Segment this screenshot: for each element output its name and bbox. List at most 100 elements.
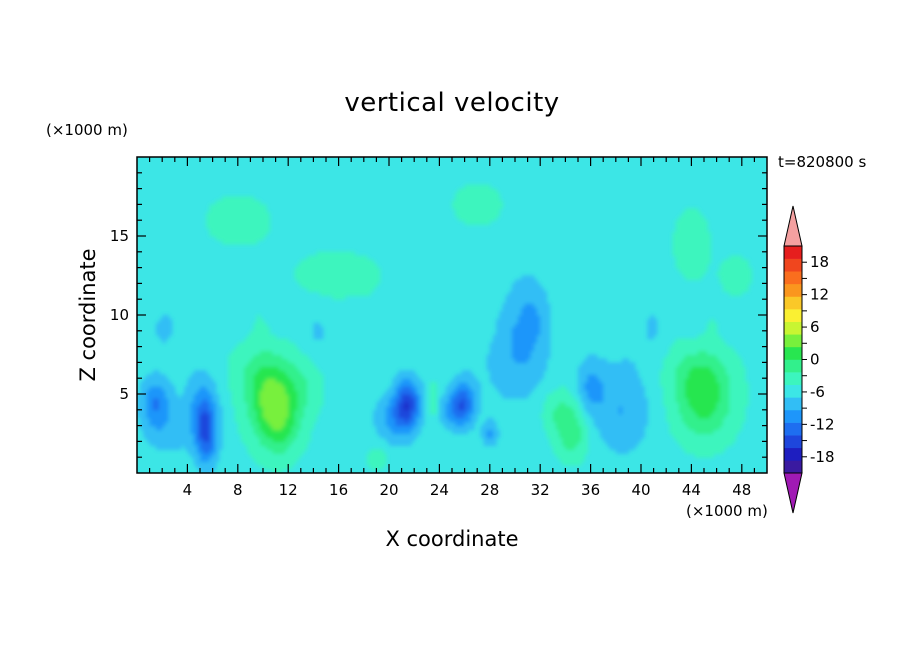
field-cell — [376, 279, 381, 284]
field-cell — [505, 322, 510, 328]
field-cell — [259, 362, 264, 367]
field-cell — [263, 445, 267, 450]
field-cell — [678, 390, 683, 395]
field-cell — [480, 220, 485, 225]
field-cell — [590, 378, 595, 383]
field-cell — [555, 441, 560, 446]
field-cell — [250, 228, 255, 233]
field-cell — [228, 378, 233, 383]
field-cell — [675, 370, 680, 375]
field-cell — [515, 334, 519, 340]
field-cell — [250, 362, 255, 367]
field-cell — [322, 267, 327, 273]
field-cell — [530, 330, 535, 336]
field-cell — [663, 397, 667, 403]
field-cell — [288, 346, 292, 352]
field-cell — [319, 382, 324, 387]
field-cell — [681, 236, 686, 241]
field-cell — [297, 441, 302, 446]
field-cell — [694, 429, 699, 435]
field-cell — [263, 350, 267, 356]
field-cell — [587, 394, 592, 399]
field-cell — [281, 362, 286, 367]
field-cell — [741, 374, 746, 379]
field-cell — [524, 354, 529, 360]
field-cell — [165, 386, 170, 391]
field-cell — [360, 259, 365, 265]
field-cell — [625, 370, 629, 375]
field-cell — [722, 362, 727, 367]
field-cell — [697, 397, 702, 403]
field-cell — [162, 318, 166, 324]
field-cell — [732, 397, 737, 403]
field-cell — [417, 425, 422, 431]
field-cell — [483, 192, 488, 198]
field-cell — [508, 342, 513, 348]
field-cell — [562, 433, 566, 439]
field-cell — [704, 401, 708, 407]
field-cell — [685, 236, 689, 241]
field-cell — [565, 461, 570, 466]
field-cell — [187, 421, 192, 427]
field-cell — [253, 342, 258, 348]
field-cell — [552, 390, 557, 395]
field-cell — [609, 397, 614, 403]
field-cell — [483, 184, 488, 190]
field-cell — [392, 401, 396, 407]
field-cell — [177, 409, 182, 415]
field-cell — [414, 409, 418, 415]
field-cell — [697, 228, 702, 233]
field-cell — [363, 291, 368, 296]
field-cell — [685, 413, 689, 419]
field-cell — [303, 413, 308, 419]
field-cell — [615, 362, 620, 367]
field-cell — [234, 401, 239, 407]
field-cell — [294, 433, 299, 439]
field-cell — [552, 449, 557, 454]
field-cell — [253, 382, 258, 387]
field-cell — [719, 425, 724, 431]
field-cell — [584, 378, 589, 383]
field-cell — [250, 425, 255, 431]
field-cell — [184, 445, 188, 450]
field-cell — [149, 429, 154, 435]
field-cell — [618, 445, 623, 450]
field-cell — [578, 390, 582, 395]
field-cell — [628, 409, 633, 415]
field-cell — [741, 394, 746, 399]
field-cell — [707, 366, 711, 371]
field-cell — [149, 374, 154, 379]
field-cell — [231, 362, 236, 367]
field-cell — [707, 378, 711, 383]
field-cell — [184, 421, 188, 427]
field-cell — [470, 374, 475, 379]
field-cell — [694, 243, 699, 249]
field-cell — [316, 322, 321, 328]
field-cell — [244, 232, 248, 237]
field-cell — [281, 417, 286, 423]
field-cell — [294, 386, 299, 391]
field-cell — [688, 370, 692, 375]
field-cell — [256, 437, 261, 442]
field-cell — [732, 401, 737, 407]
field-cell — [351, 283, 355, 288]
field-cell — [187, 378, 192, 383]
field-cell — [707, 386, 711, 391]
field-cell — [411, 417, 415, 423]
field-cell — [691, 417, 696, 423]
field-cell — [196, 394, 201, 399]
field-cell — [533, 295, 538, 300]
field-cell — [530, 374, 535, 379]
field-cell — [631, 417, 636, 423]
field-cell — [285, 421, 289, 427]
field-cell — [196, 421, 201, 427]
field-cell — [681, 374, 686, 379]
field-cell — [700, 239, 705, 245]
field-cell — [244, 433, 248, 439]
field-cell — [272, 445, 277, 450]
field-cell — [417, 390, 422, 395]
field-cell — [149, 386, 154, 391]
field-cell — [713, 358, 718, 363]
field-cell — [193, 421, 198, 427]
field-cell — [407, 401, 412, 407]
